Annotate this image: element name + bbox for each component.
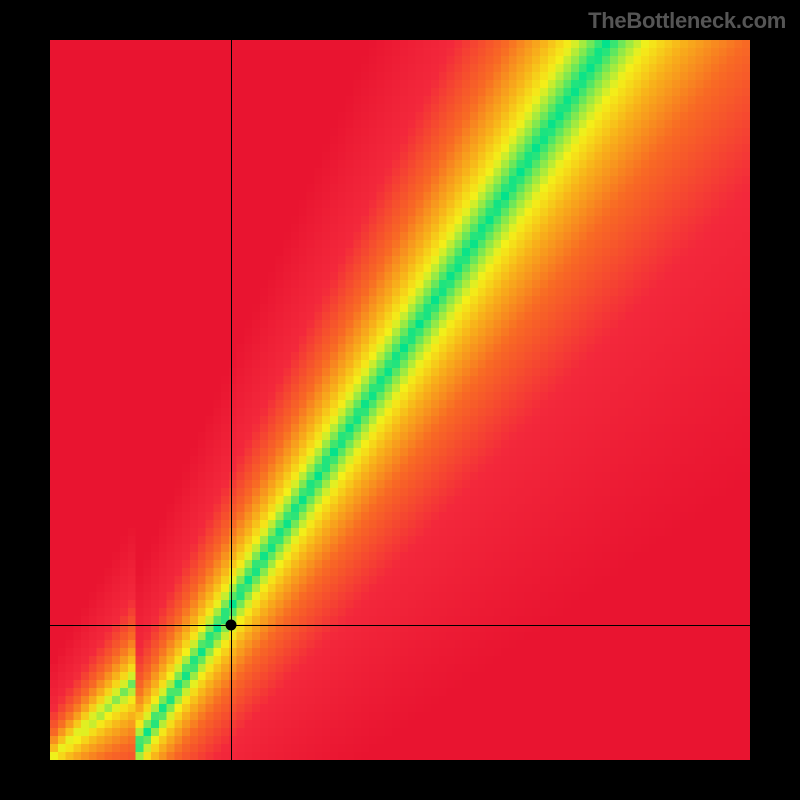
heatmap-canvas [50,40,750,760]
crosshair-point [225,619,236,630]
plot-area [50,40,750,760]
watermark-text: TheBottleneck.com [588,8,786,34]
crosshair-vertical [231,40,232,760]
chart-container: TheBottleneck.com [0,0,800,800]
crosshair-horizontal [50,625,750,626]
